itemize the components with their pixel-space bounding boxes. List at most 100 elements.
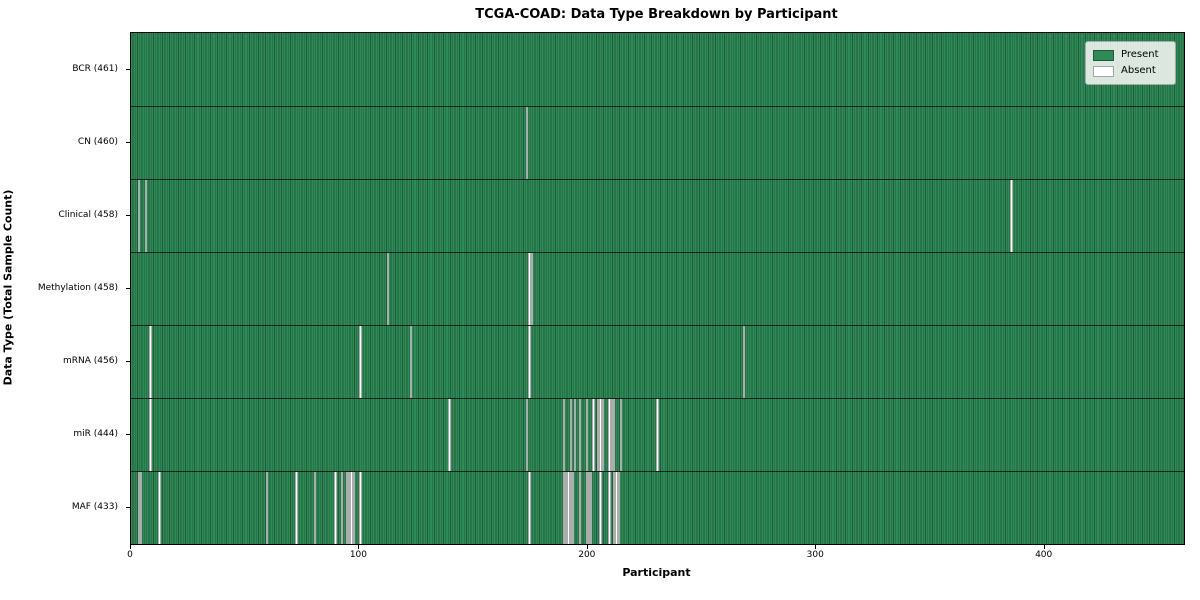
absent-cell xyxy=(615,472,618,544)
heatmap-row-miR xyxy=(131,398,1184,471)
absent-cell xyxy=(569,399,572,471)
y-tick-label: mRNA (456) xyxy=(63,355,118,366)
absent-cell xyxy=(578,472,581,544)
absent-cell xyxy=(601,399,604,471)
absent-cell xyxy=(530,253,533,325)
x-tick-label: 300 xyxy=(806,550,824,560)
heatmap-plot-area xyxy=(130,32,1185,545)
x-tick-mark xyxy=(130,545,131,549)
absent-cell xyxy=(569,472,572,544)
absent-cell xyxy=(564,472,568,544)
y-tick-mark xyxy=(126,360,130,362)
x-tick-mark xyxy=(815,545,817,549)
absent-cell xyxy=(1010,180,1013,252)
x-tick-label: 0 xyxy=(127,550,133,560)
legend-entry-absent: Absent xyxy=(1093,63,1168,79)
x-axis-label: Participant xyxy=(622,566,691,579)
absent-cell xyxy=(526,107,529,179)
legend-swatch-icon xyxy=(1093,65,1114,77)
absent-cell xyxy=(137,180,141,252)
absent-cell xyxy=(567,472,570,544)
x-tick-label: 200 xyxy=(578,550,596,560)
absent-cell xyxy=(528,472,531,544)
heatmap-row-BCR xyxy=(131,33,1184,106)
heatmap-row-mRNA xyxy=(131,325,1184,398)
absent-cell xyxy=(562,472,565,544)
absent-cell xyxy=(608,399,611,471)
absent-cell xyxy=(140,472,143,544)
legend-swatch-icon xyxy=(1093,49,1114,61)
absent-cell xyxy=(158,472,161,544)
legend: Present Absent xyxy=(1085,41,1176,85)
absent-cell xyxy=(295,472,298,544)
absent-cell xyxy=(578,399,581,471)
heatmap-row-MAF xyxy=(131,471,1184,544)
absent-cell xyxy=(528,326,531,398)
legend-entry-present: Present xyxy=(1093,47,1168,63)
y-tick-label: BCR (461) xyxy=(72,63,118,74)
absent-cell xyxy=(590,472,593,544)
absent-cell xyxy=(610,399,613,471)
absent-cell xyxy=(574,399,577,471)
absent-cell xyxy=(149,326,152,398)
absent-cell xyxy=(571,472,575,544)
absent-cell xyxy=(562,399,565,471)
y-tick-mark xyxy=(126,68,130,70)
absent-cell xyxy=(347,472,351,544)
absent-cell xyxy=(592,399,595,471)
absent-cell xyxy=(359,472,362,544)
legend-label: Absent xyxy=(1121,65,1156,76)
absent-cell xyxy=(743,326,746,398)
absent-cell xyxy=(617,472,620,544)
heatmap-row-Clinical xyxy=(131,179,1184,252)
x-tick-label: 400 xyxy=(1035,550,1053,560)
absent-cell xyxy=(599,472,602,544)
absent-cell xyxy=(409,326,412,398)
absent-cell xyxy=(137,472,141,544)
absent-cell xyxy=(341,472,344,544)
absent-cell xyxy=(585,399,588,471)
absent-cell xyxy=(528,253,531,325)
absent-cell xyxy=(313,472,316,544)
y-tick-mark xyxy=(126,506,130,508)
y-tick-mark xyxy=(126,287,130,289)
legend-label: Present xyxy=(1121,49,1159,60)
absent-cell xyxy=(596,399,600,471)
absent-cell xyxy=(345,472,348,544)
y-tick-label: Clinical (458) xyxy=(58,209,118,220)
absent-cell xyxy=(334,472,337,544)
y-axis-label: Data Type (Total Sample Count) xyxy=(1,189,15,386)
y-tick-label: CN (460) xyxy=(77,136,118,147)
y-tick-label: miR (444) xyxy=(73,428,118,439)
absent-cell xyxy=(599,399,602,471)
absent-cell xyxy=(585,472,588,544)
x-tick-mark xyxy=(358,545,360,549)
absent-cell xyxy=(265,472,269,544)
y-tick-mark xyxy=(126,214,130,216)
absent-cell xyxy=(526,399,529,471)
heatmap-row-CN xyxy=(131,106,1184,179)
absent-cell xyxy=(612,472,616,544)
y-tick-mark xyxy=(126,433,130,435)
y-tick-label: MAF (433) xyxy=(71,501,118,512)
chart-title: TCGA-COAD: Data Type Breakdown by Partic… xyxy=(475,7,838,22)
y-tick-mark xyxy=(126,141,130,143)
x-tick-mark xyxy=(1043,545,1045,549)
heatmap-row-Methylation xyxy=(131,252,1184,325)
absent-cell xyxy=(448,399,451,471)
x-tick-label: 100 xyxy=(349,550,367,560)
absent-cell xyxy=(352,472,355,544)
absent-cell xyxy=(612,399,616,471)
absent-cell xyxy=(386,253,390,325)
absent-cell xyxy=(359,326,362,398)
absent-cell xyxy=(619,399,623,471)
absent-cell xyxy=(149,399,152,471)
x-tick-mark xyxy=(586,545,588,549)
absent-cell xyxy=(587,472,591,544)
absent-cell xyxy=(656,399,659,471)
absent-cell xyxy=(608,472,611,544)
absent-cell xyxy=(350,472,353,544)
absent-cell xyxy=(144,180,147,252)
y-tick-label: Methylation (458) xyxy=(37,282,118,293)
